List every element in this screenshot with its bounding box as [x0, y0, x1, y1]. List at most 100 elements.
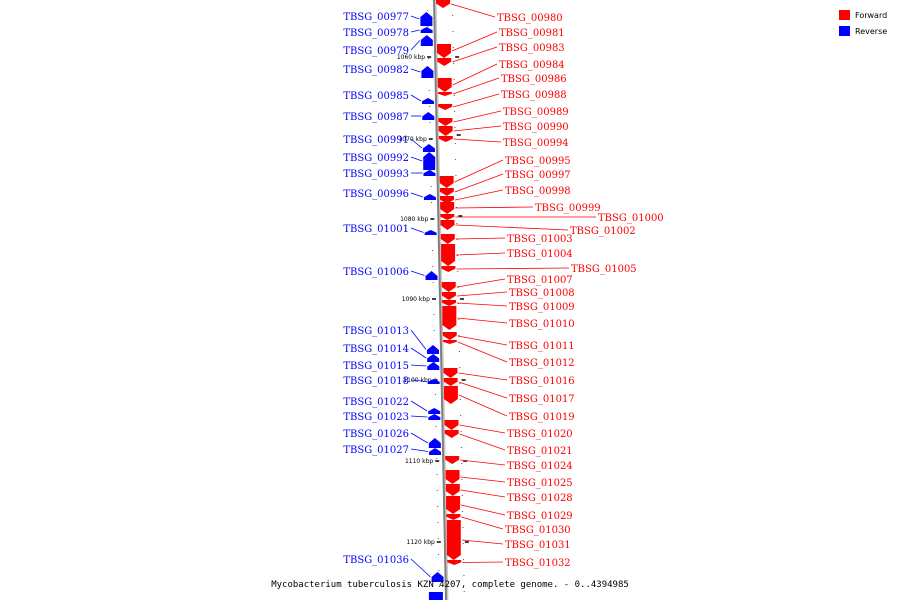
reverse-gene-label[interactable]: TBSG_01018 [343, 376, 409, 387]
reverse-gene-label[interactable]: TBSG_00993 [343, 169, 409, 180]
forward-gene-arrow[interactable] [437, 78, 452, 92]
forward-gene-arrow[interactable] [438, 136, 453, 142]
forward-gene-arrow[interactable] [447, 560, 462, 565]
forward-gene-arrow[interactable] [446, 520, 461, 560]
forward-gene-arrow[interactable] [438, 118, 453, 126]
forward-gene-label[interactable]: TBSG_01008 [509, 288, 575, 299]
forward-gene-label[interactable]: TBSG_00984 [499, 60, 565, 71]
forward-gene-arrow[interactable] [439, 188, 454, 196]
forward-gene-label[interactable]: TBSG_01020 [507, 429, 573, 440]
reverse-gene-label[interactable]: TBSG_00992 [343, 153, 409, 164]
reverse-gene-arrow[interactable] [431, 572, 444, 582]
forward-gene-arrow[interactable] [444, 430, 459, 438]
forward-gene-label[interactable]: TBSG_00998 [505, 186, 571, 197]
forward-gene-arrow[interactable] [440, 202, 455, 214]
forward-gene-label[interactable]: TBSG_01019 [509, 412, 575, 423]
reverse-gene-arrow[interactable] [422, 98, 435, 104]
reverse-gene-label[interactable]: TBSG_00996 [343, 189, 409, 200]
reverse-gene-arrow[interactable] [427, 362, 440, 370]
reverse-gene-label[interactable]: TBSG_01013 [343, 326, 409, 337]
reverse-gene-label[interactable]: TBSG_01026 [343, 429, 409, 440]
forward-gene-arrow[interactable] [441, 244, 456, 266]
reverse-gene-arrow[interactable] [427, 354, 440, 362]
forward-gene-label[interactable]: TBSG_00997 [505, 170, 571, 181]
forward-gene-arrow[interactable] [446, 496, 461, 514]
forward-gene-label[interactable]: TBSG_00981 [499, 28, 565, 39]
forward-gene-label[interactable]: TBSG_01029 [507, 511, 573, 522]
forward-gene-arrow[interactable] [442, 306, 457, 330]
reverse-gene-arrow[interactable] [426, 345, 439, 354]
forward-gene-arrow[interactable] [445, 470, 460, 484]
reverse-gene-arrow[interactable] [428, 438, 441, 448]
forward-gene-label[interactable]: TBSG_00980 [497, 13, 563, 24]
reverse-gene-label[interactable]: TBSG_01027 [343, 445, 409, 456]
reverse-gene-arrow[interactable] [428, 414, 441, 420]
forward-gene-label[interactable]: TBSG_01009 [509, 302, 575, 313]
reverse-gene-label[interactable]: TBSG_01014 [343, 344, 409, 355]
forward-gene-label[interactable]: TBSG_01000 [598, 213, 664, 224]
reverse-gene-label[interactable]: TBSG_00991 [343, 135, 409, 146]
forward-gene-label[interactable]: TBSG_01002 [570, 226, 636, 237]
reverse-gene-arrow[interactable] [420, 12, 433, 26]
reverse-gene-label[interactable]: TBSG_01015 [343, 361, 409, 372]
forward-gene-arrow[interactable] [437, 58, 452, 66]
reverse-gene-label[interactable]: TBSG_00987 [343, 112, 409, 123]
forward-gene-arrow[interactable] [440, 220, 455, 230]
forward-gene-arrow[interactable] [441, 292, 456, 300]
forward-gene-label[interactable]: TBSG_01025 [507, 478, 573, 489]
reverse-gene-label[interactable]: TBSG_01006 [343, 267, 409, 278]
reverse-gene-arrow[interactable] [420, 27, 433, 33]
forward-gene-arrow[interactable] [441, 282, 456, 292]
forward-gene-label[interactable]: TBSG_00983 [499, 43, 565, 54]
forward-gene-arrow[interactable] [437, 44, 452, 58]
reverse-gene-label[interactable]: TBSG_00979 [343, 46, 409, 57]
forward-gene-arrow[interactable] [442, 332, 457, 340]
reverse-gene-arrow[interactable] [429, 448, 442, 455]
forward-gene-arrow[interactable] [444, 420, 459, 430]
reverse-gene-label[interactable]: TBSG_01036 [343, 555, 409, 566]
reverse-gene-arrow[interactable] [428, 408, 441, 414]
forward-gene-label[interactable]: TBSG_01003 [507, 234, 573, 245]
reverse-gene-label[interactable]: TBSG_00978 [343, 28, 409, 39]
forward-gene-label[interactable]: TBSG_01010 [509, 319, 575, 330]
reverse-gene-arrow[interactable] [422, 144, 435, 152]
reverse-gene-arrow[interactable] [424, 230, 437, 235]
reverse-gene-label[interactable]: TBSG_00977 [343, 12, 409, 23]
forward-gene-arrow[interactable] [437, 92, 452, 96]
forward-gene-arrow[interactable] [438, 104, 453, 110]
reverse-gene-label[interactable]: TBSG_00985 [343, 91, 409, 102]
reverse-gene-arrow[interactable] [420, 35, 433, 46]
forward-gene-label[interactable]: TBSG_00995 [505, 156, 571, 167]
reverse-gene-arrow[interactable] [423, 152, 436, 170]
reverse-gene-arrow[interactable] [425, 271, 438, 280]
reverse-gene-label[interactable]: TBSG_01022 [343, 397, 409, 408]
forward-gene-label[interactable]: TBSG_00990 [503, 122, 569, 133]
forward-gene-arrow[interactable] [439, 176, 454, 188]
forward-gene-label[interactable]: TBSG_00989 [503, 107, 569, 118]
forward-gene-label[interactable]: TBSG_01016 [509, 376, 575, 387]
forward-gene-arrow[interactable] [440, 234, 455, 244]
forward-gene-label[interactable]: TBSG_01024 [507, 461, 573, 472]
forward-gene-arrow[interactable] [445, 456, 460, 464]
forward-gene-arrow[interactable] [438, 126, 453, 136]
forward-gene-arrow[interactable] [436, 0, 451, 8]
reverse-gene-arrow[interactable] [423, 170, 436, 176]
reverse-gene-arrow[interactable] [422, 112, 435, 120]
forward-gene-label[interactable]: TBSG_01007 [507, 275, 573, 286]
forward-gene-label[interactable]: TBSG_01030 [505, 525, 571, 536]
forward-gene-label[interactable]: TBSG_01012 [509, 358, 575, 369]
reverse-gene-arrow[interactable] [427, 379, 440, 384]
forward-gene-label[interactable]: TBSG_01028 [507, 493, 573, 504]
reverse-gene-partial[interactable] [428, 592, 443, 600]
reverse-gene-label[interactable]: TBSG_01023 [343, 412, 409, 423]
forward-gene-arrow[interactable] [443, 386, 458, 404]
reverse-gene-label[interactable]: TBSG_01001 [343, 224, 409, 235]
forward-gene-label[interactable]: TBSG_01017 [509, 394, 575, 405]
forward-gene-arrow[interactable] [443, 378, 458, 386]
forward-gene-label[interactable]: TBSG_00988 [501, 90, 567, 101]
forward-gene-arrow[interactable] [442, 300, 457, 306]
forward-gene-label[interactable]: TBSG_01032 [505, 558, 571, 569]
forward-gene-arrow[interactable] [440, 214, 455, 220]
forward-gene-label[interactable]: TBSG_00999 [535, 203, 601, 214]
forward-gene-label[interactable]: TBSG_00994 [503, 138, 569, 149]
